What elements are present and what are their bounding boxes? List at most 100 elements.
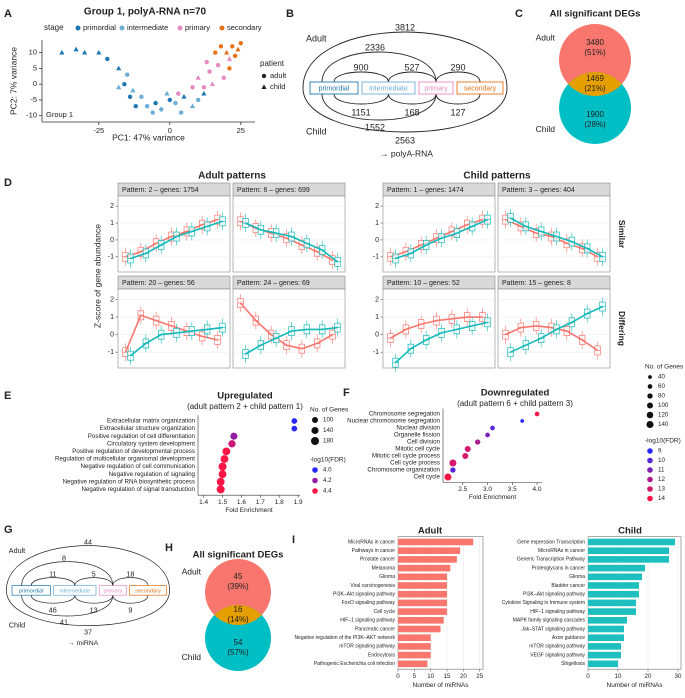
category-label: Mitotic cell cycle process xyxy=(372,453,440,460)
legend-label: 100 xyxy=(658,402,669,409)
region-count: 3480 xyxy=(586,38,604,47)
x-tick-label: 20 xyxy=(645,673,652,680)
point xyxy=(150,110,155,115)
x-tick-label: 10 xyxy=(427,673,434,680)
legend-label: 10 xyxy=(658,457,665,464)
category-label: Negative regulation of signaling xyxy=(109,471,196,478)
x-tick-label: 0 xyxy=(396,673,400,680)
venn-title: All significant DEGs xyxy=(193,550,284,561)
count: 44 xyxy=(84,537,92,546)
category-label: Gene expression Transcription xyxy=(517,539,585,545)
category-label: Circulatory system development xyxy=(107,440,195,447)
panel-title: Pattern: 24 – genes: 69 xyxy=(237,280,310,287)
caption: → miRNA xyxy=(68,640,99,647)
category-label: Negative regulation of cell communicatio… xyxy=(80,463,195,470)
panel-title: Pattern: 3 – genes: 404 xyxy=(502,187,575,194)
dot xyxy=(218,462,227,471)
panel-label: G xyxy=(4,524,13,536)
bar xyxy=(398,608,448,615)
x-tick-label: 1.8 xyxy=(275,499,284,506)
region-count: 45 xyxy=(234,572,243,581)
point xyxy=(144,104,150,109)
legend-swatch xyxy=(312,477,318,484)
y-tick-label: 0 xyxy=(110,331,114,338)
y-tick-label: -1 xyxy=(373,254,379,261)
venn-label: Adult xyxy=(182,566,202,576)
region-count: 16 xyxy=(234,605,243,614)
bar xyxy=(588,651,621,659)
panel-title: Pattern: 1 – genes: 1474 xyxy=(387,187,464,194)
bar xyxy=(588,564,645,572)
connector xyxy=(333,93,389,105)
legend-swatch xyxy=(647,495,653,502)
point xyxy=(238,40,243,46)
y-tick-label: 0 xyxy=(110,237,114,244)
category-label: Organelle fission xyxy=(394,432,441,439)
category-label: Cytokine Signaling in Immune system xyxy=(502,600,585,606)
legend-label: 60 xyxy=(658,383,665,390)
bar xyxy=(398,564,451,572)
category-label: Cell cycle process xyxy=(390,460,440,467)
point xyxy=(230,44,235,49)
bar xyxy=(588,599,636,607)
legend-swatch xyxy=(647,476,653,483)
stage-box xyxy=(98,585,127,596)
legend-swatch xyxy=(647,402,653,409)
category-label: Nuclear chromosome segregation xyxy=(347,418,440,425)
category-label: Nuclear division xyxy=(396,425,440,432)
y-tick-label: 2 xyxy=(375,203,379,210)
trend-line xyxy=(390,316,483,339)
category-label: HIF–1 signaling pathway xyxy=(530,609,585,615)
point xyxy=(209,81,215,87)
count: 1151 xyxy=(351,107,370,117)
bar xyxy=(398,660,428,668)
connector xyxy=(302,87,508,133)
category-label: mTOR signaling pathway xyxy=(339,644,395,650)
point xyxy=(116,84,122,90)
bar xyxy=(398,582,448,589)
dot xyxy=(220,455,229,463)
bar xyxy=(398,617,444,624)
count: 13 xyxy=(90,605,98,614)
category-label: Extracellular structure organization xyxy=(100,425,196,432)
legend-label: primary xyxy=(185,23,210,32)
point xyxy=(235,46,241,52)
category-label: Endocytosis xyxy=(368,652,395,658)
category-label: Negative regulation of signal transducti… xyxy=(81,486,195,493)
category-label: Positive regulation of cell differentiat… xyxy=(88,433,196,440)
chart-title: Group 1, polyA-RNA n=70 xyxy=(84,7,207,18)
legend-label: primordial xyxy=(83,23,116,32)
count: 2563 xyxy=(395,135,415,145)
category-label: Pathogenic Escherichia coli infection xyxy=(314,661,395,667)
dot xyxy=(474,439,481,445)
panel-title: Pattern: 20 – genes: 56 xyxy=(122,280,195,287)
panel-title: Pattern: 2 – genes: 1754 xyxy=(122,187,199,194)
trend-line xyxy=(390,218,483,258)
region-percent: (14%) xyxy=(227,615,249,624)
count: 41 xyxy=(60,617,68,626)
legend-label: child xyxy=(270,82,285,91)
group-label: Adult xyxy=(9,546,25,555)
bar xyxy=(588,538,675,546)
panel-title: Pattern: 10 – genes: 52 xyxy=(387,280,460,287)
connector xyxy=(112,577,149,586)
bar xyxy=(588,625,624,633)
venn-circle xyxy=(205,559,271,625)
category-label: Melanoma xyxy=(372,565,396,571)
bar xyxy=(398,547,461,554)
legend-label: 140 xyxy=(658,421,669,428)
category-label: Bladder cancer xyxy=(551,583,585,589)
bar xyxy=(398,573,448,581)
category-label: Regulation of multicellular organismal d… xyxy=(55,456,195,463)
legend-title: patient xyxy=(260,59,285,68)
legend-label: adult xyxy=(270,71,287,80)
stage-label: primary xyxy=(424,85,448,92)
region-count: 54 xyxy=(234,638,243,647)
category-label: MAPK family signaling cascades xyxy=(513,618,586,624)
bar xyxy=(588,643,621,650)
x-tick-label: 1.4 xyxy=(199,499,208,506)
x-axis-label: Number of miRNAs xyxy=(413,682,470,689)
count: 290 xyxy=(450,62,465,72)
annotation: Group 1 xyxy=(46,110,73,119)
bar xyxy=(398,599,448,607)
